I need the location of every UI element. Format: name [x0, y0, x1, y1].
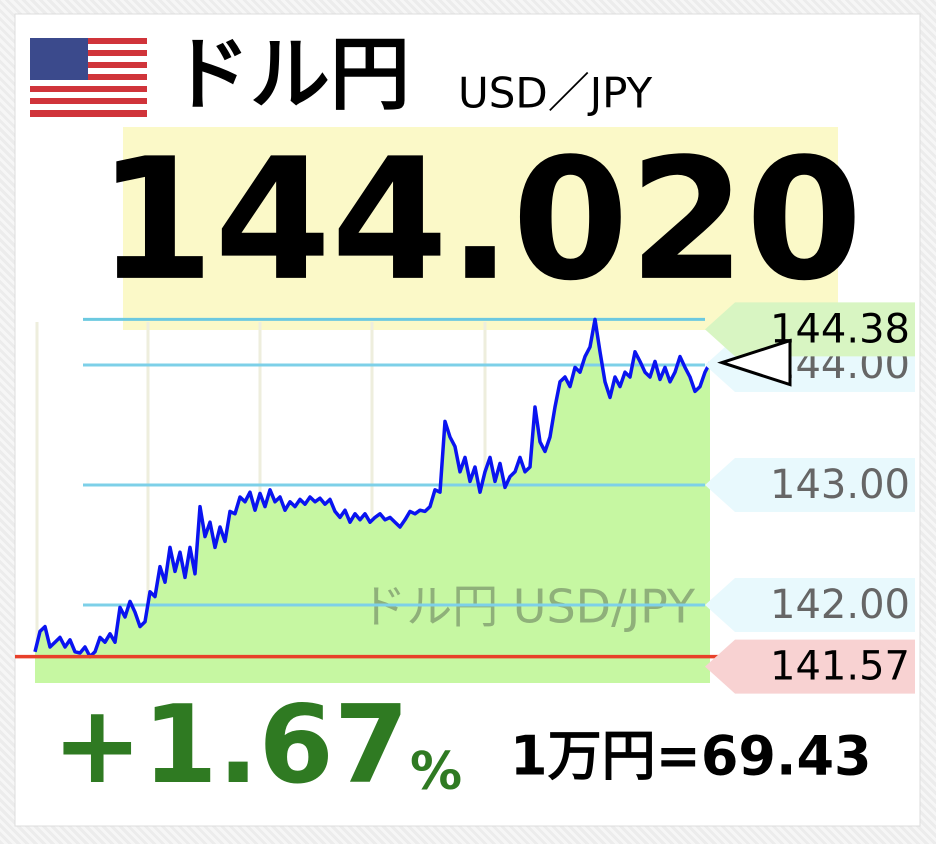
chart: ドル円 USD/JPY 142.00143.00144.00144.38141.5… [15, 302, 915, 694]
high-label: 144.38 [770, 306, 910, 352]
low-tag [705, 639, 915, 694]
us-flag [30, 38, 147, 117]
tick-tag [705, 458, 915, 512]
price-box [123, 127, 838, 330]
pair-name: ドル円 [170, 28, 410, 121]
change-unit: % [410, 742, 462, 802]
price: 144.020 [97, 122, 862, 318]
y-tick-label: 143.00 [770, 462, 910, 508]
high-tag [705, 302, 915, 357]
area [35, 319, 710, 683]
current-marker [717, 338, 792, 387]
y-tick-label: 142.00 [770, 582, 910, 628]
conversion: 1万円=69.43 [510, 725, 872, 788]
pair-code: USD／JPY [458, 69, 653, 118]
line [33, 317, 712, 659]
change-value: +1.67 [52, 683, 409, 808]
low-label: 141.57 [770, 644, 910, 690]
tick-tag [705, 578, 915, 632]
